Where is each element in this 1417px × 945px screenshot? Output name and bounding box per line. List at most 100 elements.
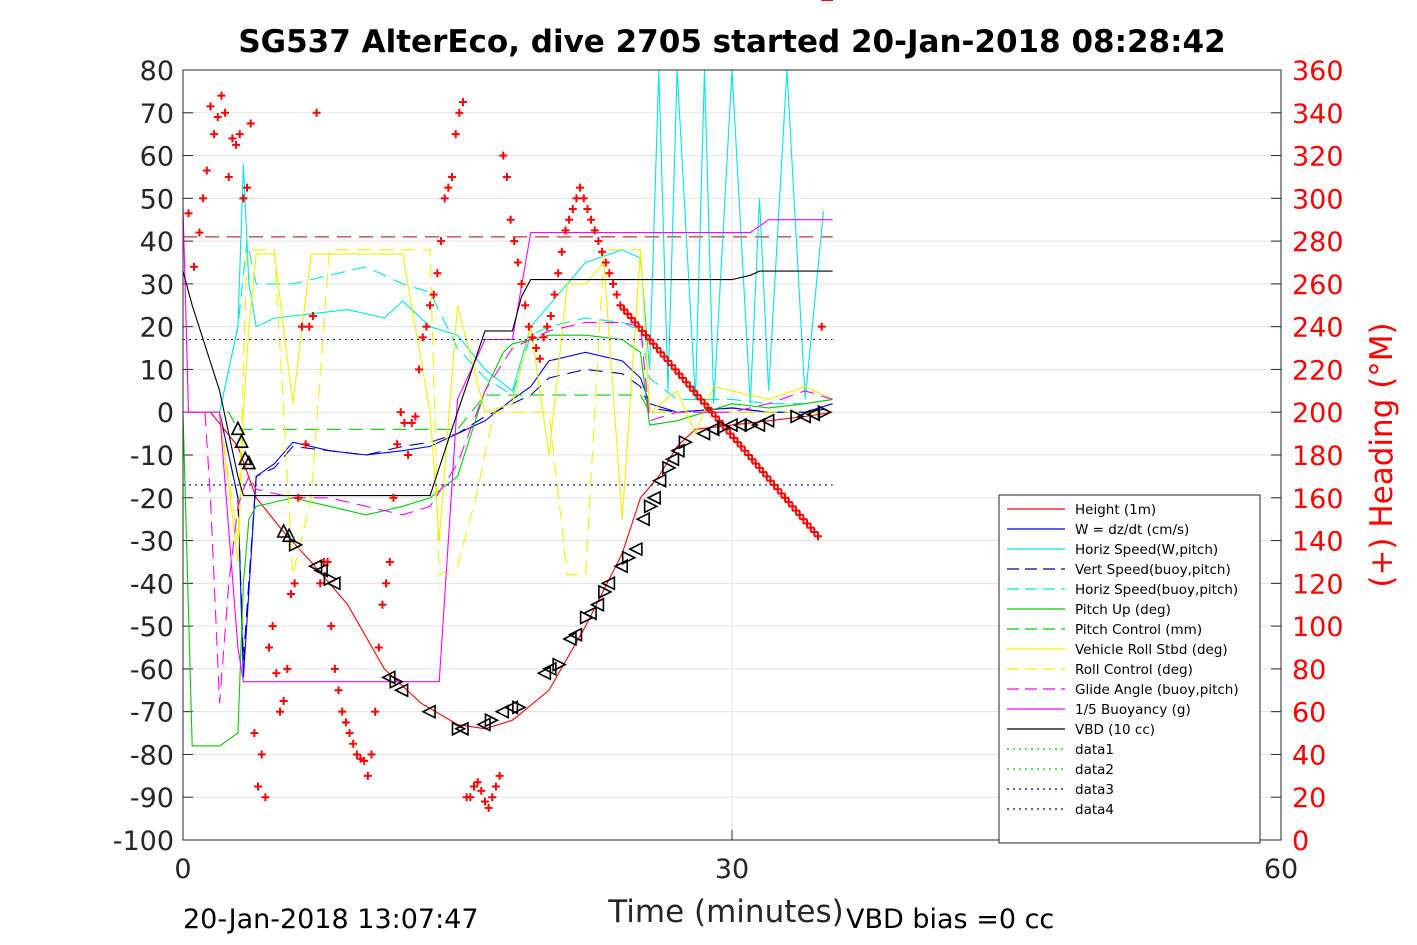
y2-tick-label: 120 xyxy=(1292,569,1344,600)
heading-point xyxy=(711,412,720,421)
heading-point xyxy=(766,476,775,485)
heading-point xyxy=(184,209,193,218)
heading-point xyxy=(389,493,398,502)
y-tick-label: 60 xyxy=(140,142,174,173)
heading-point xyxy=(437,237,446,246)
chart-title: SG537 AlterEco, dive 2705 started 20-Jan… xyxy=(238,24,1225,60)
heading-point xyxy=(590,226,599,235)
heading-point xyxy=(587,215,596,224)
heading-point xyxy=(279,696,288,705)
heading-point xyxy=(693,391,702,400)
heading-point xyxy=(367,750,376,759)
heading-point xyxy=(374,643,383,652)
heading-point xyxy=(777,489,786,498)
heading-point xyxy=(312,108,321,117)
heading-point xyxy=(682,378,691,387)
axis-ticks: 80706050403020100-10-20-30-40-50-60-70-8… xyxy=(113,56,1344,885)
y-tick-label: 80 xyxy=(140,56,174,87)
triangle-marker xyxy=(750,417,766,433)
heading-point xyxy=(228,134,237,143)
heading-point xyxy=(444,183,453,192)
triangle-marker xyxy=(288,537,304,553)
heading-point xyxy=(594,237,603,246)
heading-point xyxy=(206,102,215,111)
heading-point xyxy=(349,739,358,748)
triangle-marker xyxy=(662,460,677,476)
heading-point xyxy=(458,98,467,107)
heading-point xyxy=(751,459,760,468)
x-tick-label: 30 xyxy=(715,854,749,885)
y2-tick-label: 200 xyxy=(1292,398,1344,429)
x-tick-label: 0 xyxy=(174,854,191,885)
heading-point xyxy=(210,130,219,139)
triangle-marker xyxy=(717,419,732,435)
y-tick-label: -30 xyxy=(130,527,174,558)
heading-point xyxy=(660,352,669,361)
heading-point xyxy=(576,183,585,192)
y-tick-label: 10 xyxy=(140,355,174,386)
heading-point xyxy=(744,451,753,459)
heading-point xyxy=(246,119,255,128)
footer-timestamp: 20-Jan-2018 13:07:47 xyxy=(183,904,479,935)
legend-label: VBD (10 cc) xyxy=(1075,722,1155,738)
heading-point xyxy=(579,194,588,203)
triangle-marker xyxy=(664,451,680,467)
triangle-marker xyxy=(234,433,249,448)
y-tick-label: -70 xyxy=(130,698,174,729)
triangle-marker xyxy=(552,657,567,672)
legend-label: Horiz Speed(buoy,pitch) xyxy=(1075,582,1238,598)
series-vbd-10-cc- xyxy=(182,270,833,497)
y2-tick-label: 0 xyxy=(1292,826,1309,857)
series-horiz-speed-buoy-pitch- xyxy=(183,240,833,413)
triangle-marker xyxy=(582,605,597,621)
heading-point xyxy=(554,269,563,278)
heading-point xyxy=(528,333,537,342)
series-w-dz-dt-cm-s- xyxy=(183,351,833,678)
heading-point xyxy=(634,322,643,331)
plot-area xyxy=(182,0,833,812)
triangle-marker xyxy=(643,499,659,514)
triangle-marker xyxy=(817,404,833,420)
heading-point xyxy=(532,344,541,353)
heading-point xyxy=(338,707,347,716)
triangle-marker xyxy=(759,413,775,429)
legend-label: Height (1m) xyxy=(1075,502,1156,518)
y2-tick-label: 260 xyxy=(1292,270,1344,301)
y2-tick-label: 160 xyxy=(1292,484,1344,515)
heading-point xyxy=(729,433,738,442)
series-pitch-up-deg- xyxy=(182,334,833,747)
heading-point xyxy=(239,194,248,203)
heading-point xyxy=(601,258,610,267)
legend-label: data1 xyxy=(1075,742,1114,758)
heading-point xyxy=(290,579,299,588)
y-tick-label: 20 xyxy=(140,313,174,344)
legend-label: data3 xyxy=(1075,782,1114,798)
triangle-marker xyxy=(389,674,405,690)
heading-point xyxy=(641,331,650,340)
legend-label: 1/5 Buoyancy (g) xyxy=(1075,702,1191,718)
heading-point xyxy=(707,408,716,417)
heading-point xyxy=(623,309,632,318)
triangle-marker xyxy=(484,712,500,728)
heading-point xyxy=(656,348,665,357)
heading-point xyxy=(598,247,607,256)
triangle-marker xyxy=(598,584,613,600)
heading-point xyxy=(609,279,618,288)
y-tick-label: -80 xyxy=(130,740,174,771)
heading-point xyxy=(202,166,211,175)
heading-point xyxy=(565,215,574,224)
heading-point xyxy=(243,183,252,192)
heading-point xyxy=(286,590,295,599)
legend: Height (1m) W = dz/dt (cm/s) Horiz Speed(W… xyxy=(998,494,1261,844)
heading-point xyxy=(803,519,812,528)
heading-point xyxy=(297,322,306,331)
heading-point xyxy=(257,750,266,759)
heading-point xyxy=(283,664,292,673)
axes-box xyxy=(182,69,1282,841)
series-roll-control-deg- xyxy=(183,249,833,576)
heading-point xyxy=(371,707,380,716)
y-tick-label: -50 xyxy=(130,612,174,643)
heading-point xyxy=(678,374,687,382)
heading-point xyxy=(521,301,530,310)
